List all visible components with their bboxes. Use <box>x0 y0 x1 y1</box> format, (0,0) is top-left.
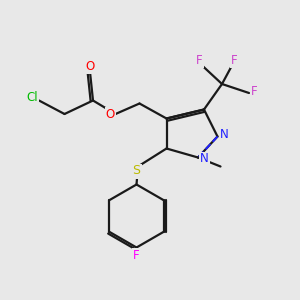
Text: O: O <box>106 107 115 121</box>
Text: F: F <box>133 249 140 262</box>
Text: F: F <box>231 54 237 68</box>
Text: F: F <box>251 85 258 98</box>
Text: F: F <box>196 54 203 68</box>
Text: N: N <box>220 128 229 142</box>
Text: Cl: Cl <box>27 91 38 104</box>
Text: S: S <box>133 164 140 178</box>
Text: N: N <box>200 152 209 166</box>
Text: O: O <box>85 60 94 73</box>
